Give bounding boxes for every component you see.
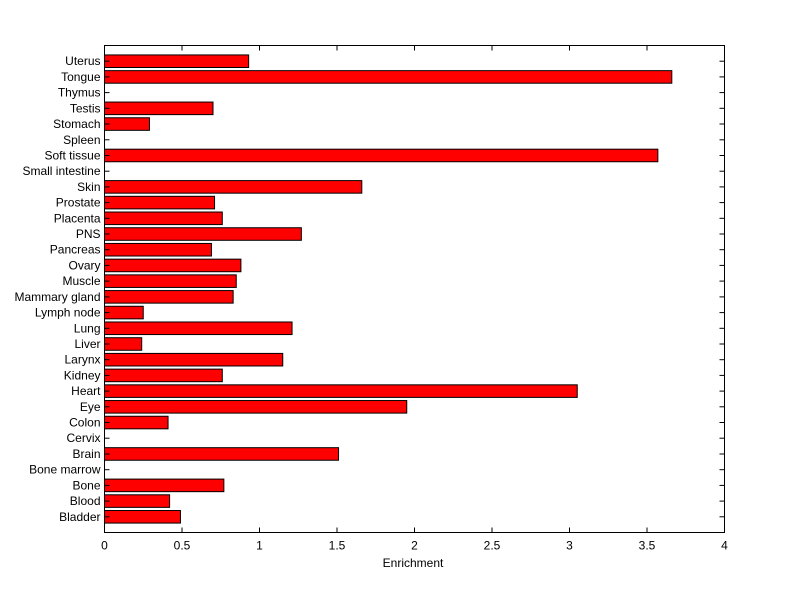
y-tick-label-stomach: Stomach: [53, 117, 100, 131]
bar-bladder: [104, 510, 181, 524]
y-tick-label-uterus: Uterus: [65, 54, 100, 68]
bar-eye: [104, 400, 408, 414]
y-tick-label-cervix: Cervix: [66, 431, 100, 445]
bar-tongue: [104, 70, 673, 84]
y-tick-label-colon: Colon: [69, 416, 100, 430]
bar-ovary: [104, 258, 242, 273]
bar-colon: [104, 415, 169, 430]
y-tick-label-lymph-node: Lymph node: [35, 306, 101, 320]
y-tick-label-spleen: Spleen: [63, 133, 100, 147]
y-tick-label-bladder: Bladder: [59, 510, 100, 524]
bar-lymph-node: [104, 305, 144, 320]
y-tick-label-larynx: Larynx: [64, 353, 100, 367]
y-tick-label-pancreas: Pancreas: [50, 243, 101, 257]
y-tick-label-pns: PNS: [76, 227, 101, 241]
y-tick-label-blood: Blood: [70, 494, 101, 508]
bar-kidney: [104, 368, 223, 383]
bar-lung: [104, 321, 293, 336]
bar-testis: [104, 101, 214, 116]
bar-bone: [104, 478, 225, 493]
bar-brain: [104, 447, 340, 461]
y-tick-label-kidney: Kidney: [64, 368, 101, 382]
y-tick-label-bone-marrow: Bone marrow: [29, 463, 101, 477]
bar-soft-tissue: [104, 148, 659, 163]
y-tick-label-thymus: Thymus: [58, 86, 101, 100]
bar-pancreas: [104, 242, 212, 257]
bar-mammary-gland: [104, 290, 234, 304]
y-tick-label-heart: Heart: [71, 384, 101, 398]
bar-skin: [104, 180, 363, 194]
y-tick-label-placenta: Placenta: [54, 211, 101, 225]
x-tick-label-8: 4: [721, 539, 728, 553]
y-tick-label-liver: Liver: [74, 337, 100, 351]
y-tick-label-mammary-gland: Mammary gland: [14, 290, 100, 304]
x-tick-label-2: 1: [256, 539, 263, 553]
x-tick-label-7: 3.5: [639, 539, 656, 553]
bar-pns: [104, 227, 302, 241]
x-tick-label-1: 0.5: [174, 539, 191, 553]
x-tick-label-6: 3: [566, 539, 573, 553]
y-tick-label-soft-tissue: Soft tissue: [44, 149, 100, 163]
y-tick-label-brain: Brain: [72, 447, 100, 461]
y-tick-label-testis: Testis: [70, 101, 101, 115]
y-tick-label-lung: Lung: [74, 321, 101, 335]
x-tick-label-0: 0: [101, 539, 108, 553]
x-axis-label: Enrichment: [383, 556, 444, 570]
bars-group: [104, 54, 673, 524]
x-tick-label-3: 1.5: [329, 539, 346, 553]
bar-stomach: [104, 117, 150, 131]
bar-blood: [104, 494, 171, 508]
y-tick-label-eye: Eye: [80, 400, 101, 414]
y-tick-label-muscle: Muscle: [62, 274, 100, 288]
bar-muscle: [104, 274, 237, 288]
x-ticks-group: 0 0.5 1 1.5 2 2.5 3 3.5 4: [101, 45, 728, 553]
bar-prostate: [104, 195, 216, 210]
y-tick-label-skin: Skin: [77, 180, 100, 194]
bar-uterus: [104, 54, 250, 68]
bar-liver: [104, 337, 143, 351]
bar-heart: [104, 384, 578, 398]
x-tick-label-5: 2.5: [484, 539, 501, 553]
bar-placenta: [104, 211, 223, 226]
y-tick-label-prostate: Prostate: [56, 196, 101, 210]
y-tick-label-bone: Bone: [72, 478, 100, 492]
y-tick-label-small-intestine: Small intestine: [22, 164, 100, 178]
y-tick-label-ovary: Ovary: [68, 258, 100, 272]
x-tick-label-4: 2: [411, 539, 418, 553]
y-tick-label-tongue: Tongue: [61, 70, 101, 84]
bar-larynx: [104, 352, 284, 367]
